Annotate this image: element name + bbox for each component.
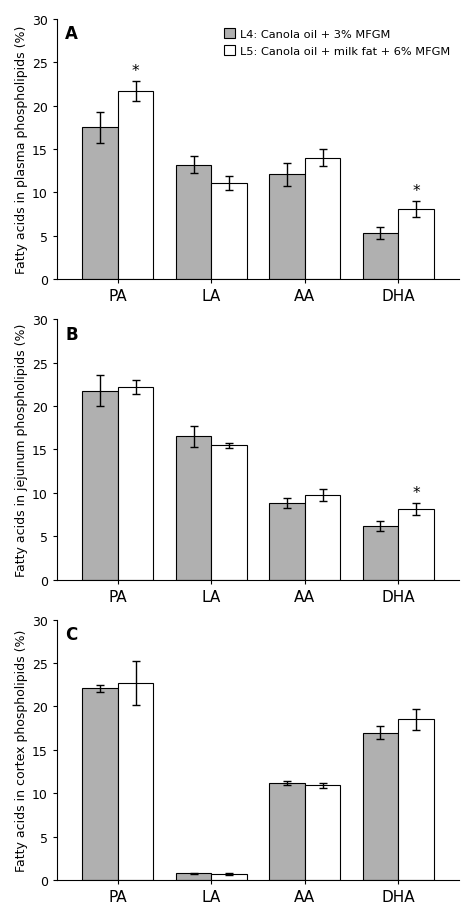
- Legend: L4: Canola oil + 3% MFGM, L5: Canola oil + milk fat + 6% MFGM: L4: Canola oil + 3% MFGM, L5: Canola oil…: [220, 26, 453, 60]
- Bar: [82, 129, 118, 280]
- Text: *: *: [412, 485, 420, 500]
- Y-axis label: Fatty acids in cortex phospholipids (%): Fatty acids in cortex phospholipids (%): [15, 629, 28, 871]
- Bar: [398, 510, 434, 580]
- Bar: [269, 783, 305, 880]
- Bar: [176, 165, 211, 280]
- Text: A: A: [65, 25, 78, 43]
- Bar: [269, 176, 305, 280]
- Bar: [211, 446, 247, 580]
- Bar: [176, 437, 211, 580]
- Bar: [305, 786, 340, 880]
- Bar: [269, 504, 305, 580]
- Bar: [398, 720, 434, 880]
- Bar: [118, 92, 154, 280]
- Bar: [363, 527, 398, 580]
- Bar: [82, 688, 118, 880]
- Y-axis label: Fatty acids in plasma phospholipids (%): Fatty acids in plasma phospholipids (%): [15, 26, 28, 274]
- Bar: [82, 391, 118, 580]
- Bar: [118, 684, 154, 880]
- Bar: [398, 210, 434, 280]
- Bar: [305, 159, 340, 280]
- Bar: [305, 495, 340, 580]
- Text: *: *: [132, 64, 139, 79]
- Bar: [176, 874, 211, 880]
- Bar: [118, 388, 154, 580]
- Text: C: C: [65, 625, 77, 643]
- Bar: [211, 184, 247, 280]
- Bar: [211, 874, 247, 880]
- Text: B: B: [65, 325, 78, 343]
- Bar: [363, 732, 398, 880]
- Y-axis label: Fatty acids in jejunum phospholipids (%): Fatty acids in jejunum phospholipids (%): [15, 323, 28, 576]
- Bar: [363, 234, 398, 280]
- Text: *: *: [412, 184, 420, 199]
